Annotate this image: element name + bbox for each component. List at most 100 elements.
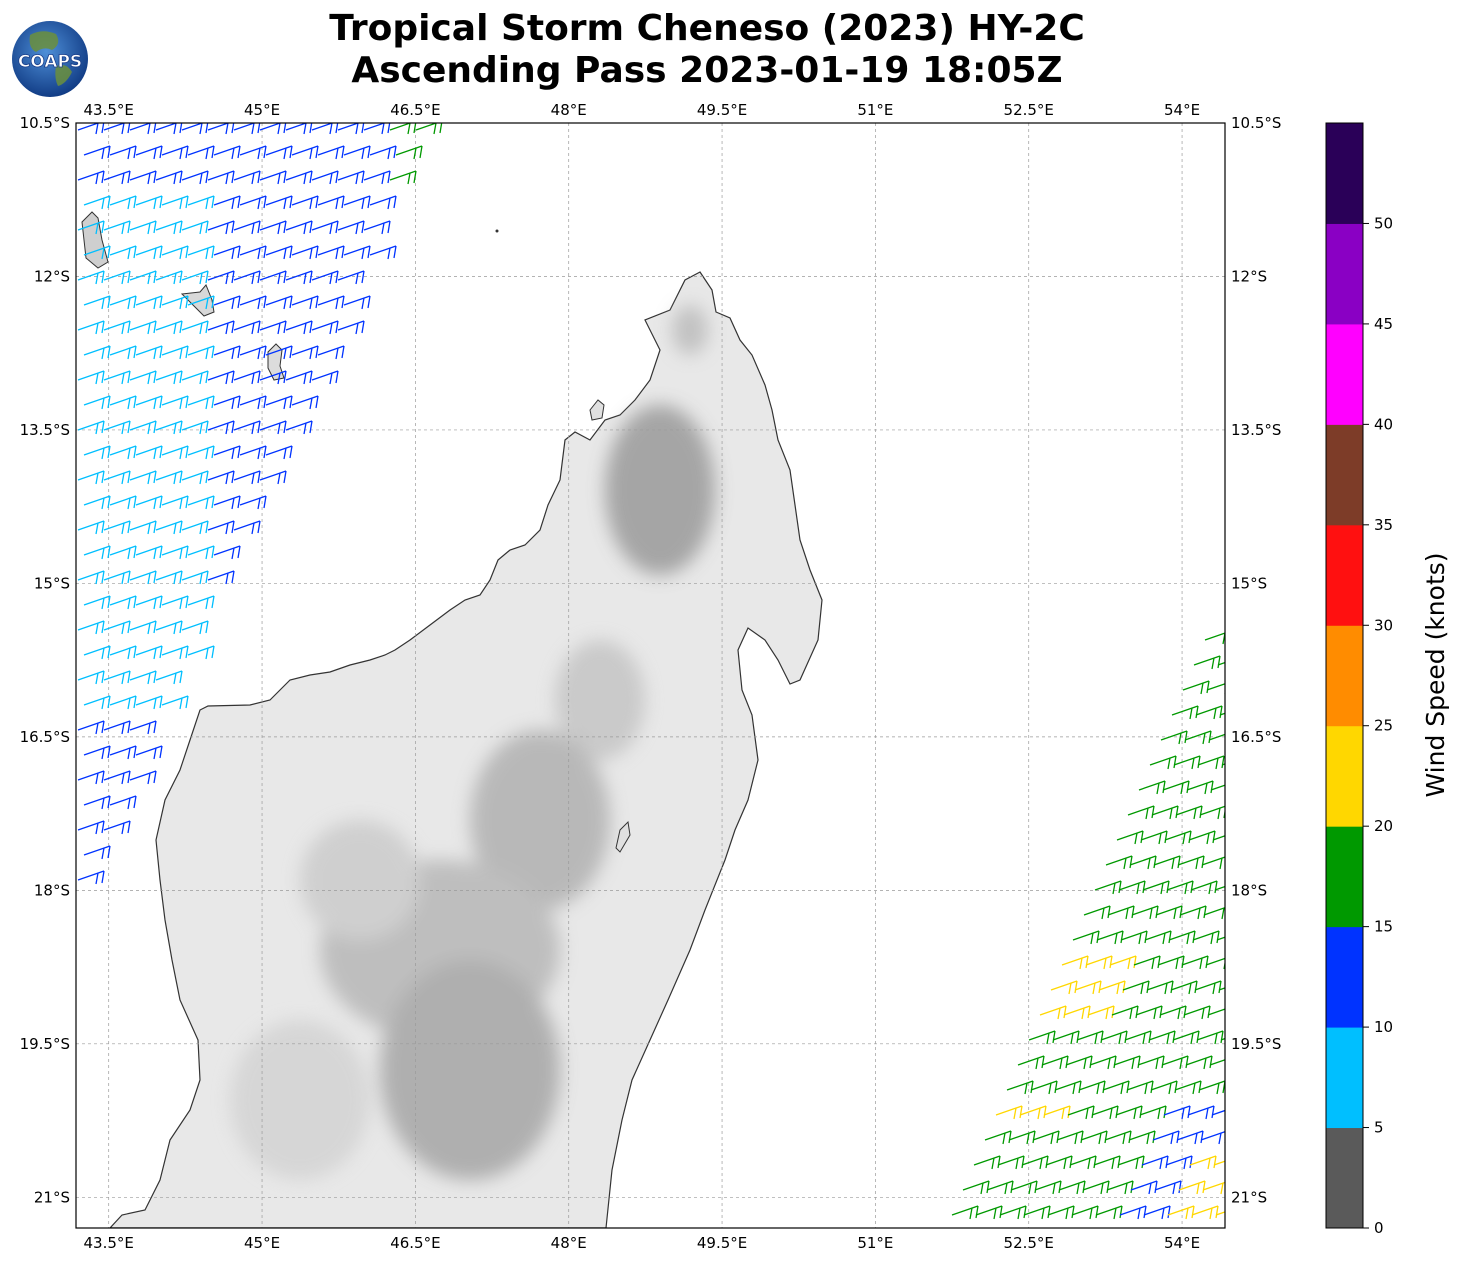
wind-barb (77, 320, 105, 335)
wind-barb (1126, 1080, 1154, 1095)
wind-barb (109, 595, 137, 610)
wind-barb (1008, 1130, 1036, 1145)
wind-barb (109, 145, 137, 160)
wind-barb (311, 220, 339, 235)
wind-barb (311, 320, 339, 335)
wind-barb (317, 295, 345, 310)
wind-barb (135, 545, 163, 560)
wind-barb (83, 145, 111, 160)
wind-barb (77, 870, 105, 885)
chart-title-line1: Tropical Storm Cheneso (2023) HY-2C (329, 8, 1085, 49)
wind-barb (77, 520, 105, 535)
wind-barb (1023, 1205, 1051, 1220)
colorbar-tick-label: 45 (1374, 315, 1393, 333)
wind-barb (1175, 805, 1203, 820)
colorbar-segment (1326, 1027, 1363, 1129)
wind-barb (155, 470, 183, 485)
wind-barb (83, 345, 111, 360)
lon-tick-bottom: 43.5°E (84, 1234, 134, 1252)
wind-barb (155, 370, 183, 385)
wind-barb (103, 770, 131, 785)
wind-barb (285, 420, 313, 435)
coaps-logo: COAPS (12, 21, 88, 97)
wind-barb (1138, 780, 1166, 795)
wind-barb (129, 170, 157, 185)
axis-ticks: 43.5°E 43.5°E 45°E 45°E 46.5°E 46.5°E 48°E 48°E… (20, 101, 1282, 1252)
wind-barb (1181, 955, 1209, 970)
wind-barb (129, 620, 157, 635)
lon-tick-bottom: 54°E (1164, 1234, 1200, 1252)
wind-barb (1006, 1080, 1034, 1095)
wind-barb (1096, 930, 1124, 945)
wind-barb (337, 270, 365, 285)
wind-barb (161, 145, 189, 160)
tiny-island (495, 229, 499, 233)
wind-barb (213, 345, 241, 360)
lat-tick-left: 12°S (34, 267, 70, 285)
wind-barb (1210, 784, 1225, 791)
wind-barb (135, 195, 163, 210)
wind-barb (1127, 805, 1155, 820)
wind-barb (1139, 1105, 1167, 1120)
wind-barb (343, 145, 371, 160)
wind-barb (213, 145, 241, 160)
wind-barb (1203, 907, 1225, 920)
wind-barb (135, 345, 163, 360)
wind-barb (239, 395, 267, 410)
wind-barb (1019, 1105, 1047, 1120)
wind-barb (233, 270, 261, 285)
wind-barb (1168, 930, 1196, 945)
wind-barb (1199, 805, 1225, 820)
wind-barb (1150, 1080, 1178, 1095)
wind-barb (363, 170, 391, 185)
map-panel: 43.5°E 43.5°E 45°E 45°E 46.5°E 46.5°E 48°E 48°E… (20, 101, 1282, 1252)
wind-barb (103, 370, 131, 385)
wind-barb (1105, 855, 1133, 870)
wind-barb (1043, 1105, 1071, 1120)
wind-barb (975, 1205, 1003, 1220)
wind-barb (129, 370, 157, 385)
colorbar-tick-label: 20 (1374, 817, 1393, 835)
wind-barb (1098, 980, 1126, 995)
wind-barb (1155, 905, 1183, 920)
wind-barb (337, 320, 365, 335)
wind-barb (1124, 1030, 1152, 1045)
wind-barb (233, 320, 261, 335)
wind-barb (161, 695, 189, 710)
wind-barb (962, 1180, 990, 1195)
wind-barb (1119, 1205, 1147, 1220)
colorbar-segment (1326, 323, 1363, 425)
wind-barb (1162, 780, 1190, 795)
wind-barb (317, 245, 345, 260)
colorbar-tick-label: 35 (1374, 516, 1393, 534)
wind-barb (109, 795, 137, 810)
lat-tick-left: 18°S (34, 881, 70, 899)
wind-barb (311, 170, 339, 185)
lon-tick-bottom: 46.5°E (390, 1234, 440, 1252)
wind-barb (181, 220, 209, 235)
lon-tick-bottom: 49.5°E (697, 1234, 747, 1252)
wind-barb (1213, 1160, 1225, 1166)
wind-barb (83, 195, 111, 210)
wind-barb (311, 270, 339, 285)
wind-barb (103, 820, 131, 835)
map-frame (75, 122, 1226, 1229)
lat-tick-left: 13.5°S (20, 421, 70, 439)
wind-barb (155, 123, 183, 135)
wind-barb (1188, 830, 1216, 845)
wind-barb (1050, 980, 1078, 995)
wind-barb (1189, 1155, 1217, 1170)
wind-barb (129, 320, 157, 335)
lon-tick-bottom: 52.5°E (1004, 1234, 1054, 1252)
wind-barb (161, 295, 189, 310)
wind-barb (161, 445, 189, 460)
wind-barb (1106, 1180, 1134, 1195)
wind-barb (337, 220, 365, 235)
wind-barb (187, 345, 215, 360)
wind-barb (291, 145, 319, 160)
wind-barb (1058, 1180, 1086, 1195)
wind-barb (1140, 830, 1168, 845)
wind-barb (109, 495, 137, 510)
wind-barb (259, 370, 287, 385)
wind-barb (181, 620, 209, 635)
